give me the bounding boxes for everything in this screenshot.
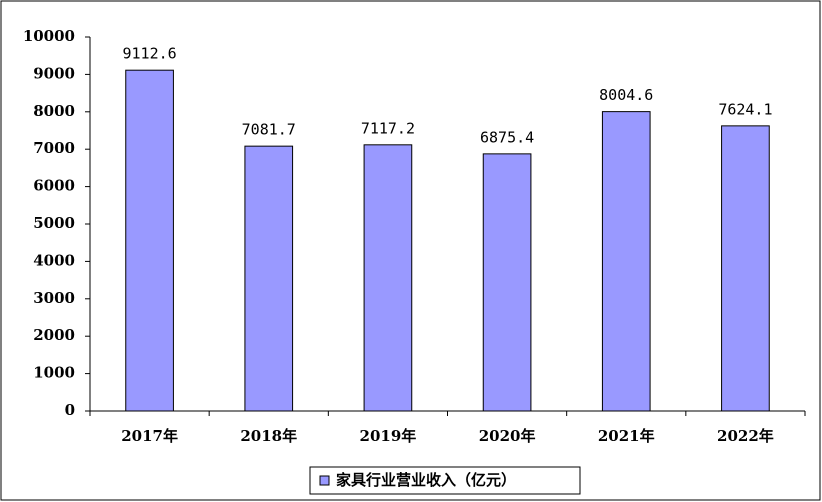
- y-tick-label: 3000: [33, 289, 75, 307]
- value-label: 7117.2: [361, 119, 415, 137]
- value-label: 7081.7: [242, 121, 296, 139]
- value-label: 6875.4: [480, 128, 534, 146]
- x-tick-label: 2017年: [121, 427, 178, 445]
- legend-box: [309, 466, 581, 495]
- bar: [363, 144, 413, 412]
- x-tick-label: 2022年: [717, 427, 774, 445]
- bar: [601, 111, 651, 412]
- y-tick-label: 0: [65, 401, 75, 419]
- y-tick-label: 6000: [33, 177, 75, 195]
- bar: [482, 153, 532, 412]
- bar: [244, 145, 294, 412]
- bar: [721, 125, 770, 412]
- y-tick-label: 2000: [33, 326, 75, 344]
- x-tick-label: 2018年: [240, 427, 297, 445]
- y-tick-label: 10000: [23, 27, 75, 45]
- bar: [125, 69, 174, 412]
- y-tick-label: 8000: [33, 102, 75, 120]
- value-label: 9112.6: [122, 45, 176, 63]
- legend-label: 家具行业营业收入（亿元）: [336, 471, 516, 489]
- x-tick-label: 2020年: [479, 427, 536, 445]
- y-tick-label: 9000: [33, 64, 75, 82]
- legend-swatch: [319, 475, 330, 486]
- y-tick-label: 4000: [33, 251, 75, 269]
- x-tick-label: 2021年: [598, 427, 655, 445]
- x-tick-label: 2019年: [360, 427, 417, 445]
- y-tick-label: 7000: [33, 139, 75, 157]
- value-label: 8004.6: [599, 86, 653, 104]
- value-label: 7624.1: [718, 100, 772, 118]
- y-tick-label: 5000: [33, 214, 75, 232]
- y-tick-label: 1000: [33, 364, 75, 382]
